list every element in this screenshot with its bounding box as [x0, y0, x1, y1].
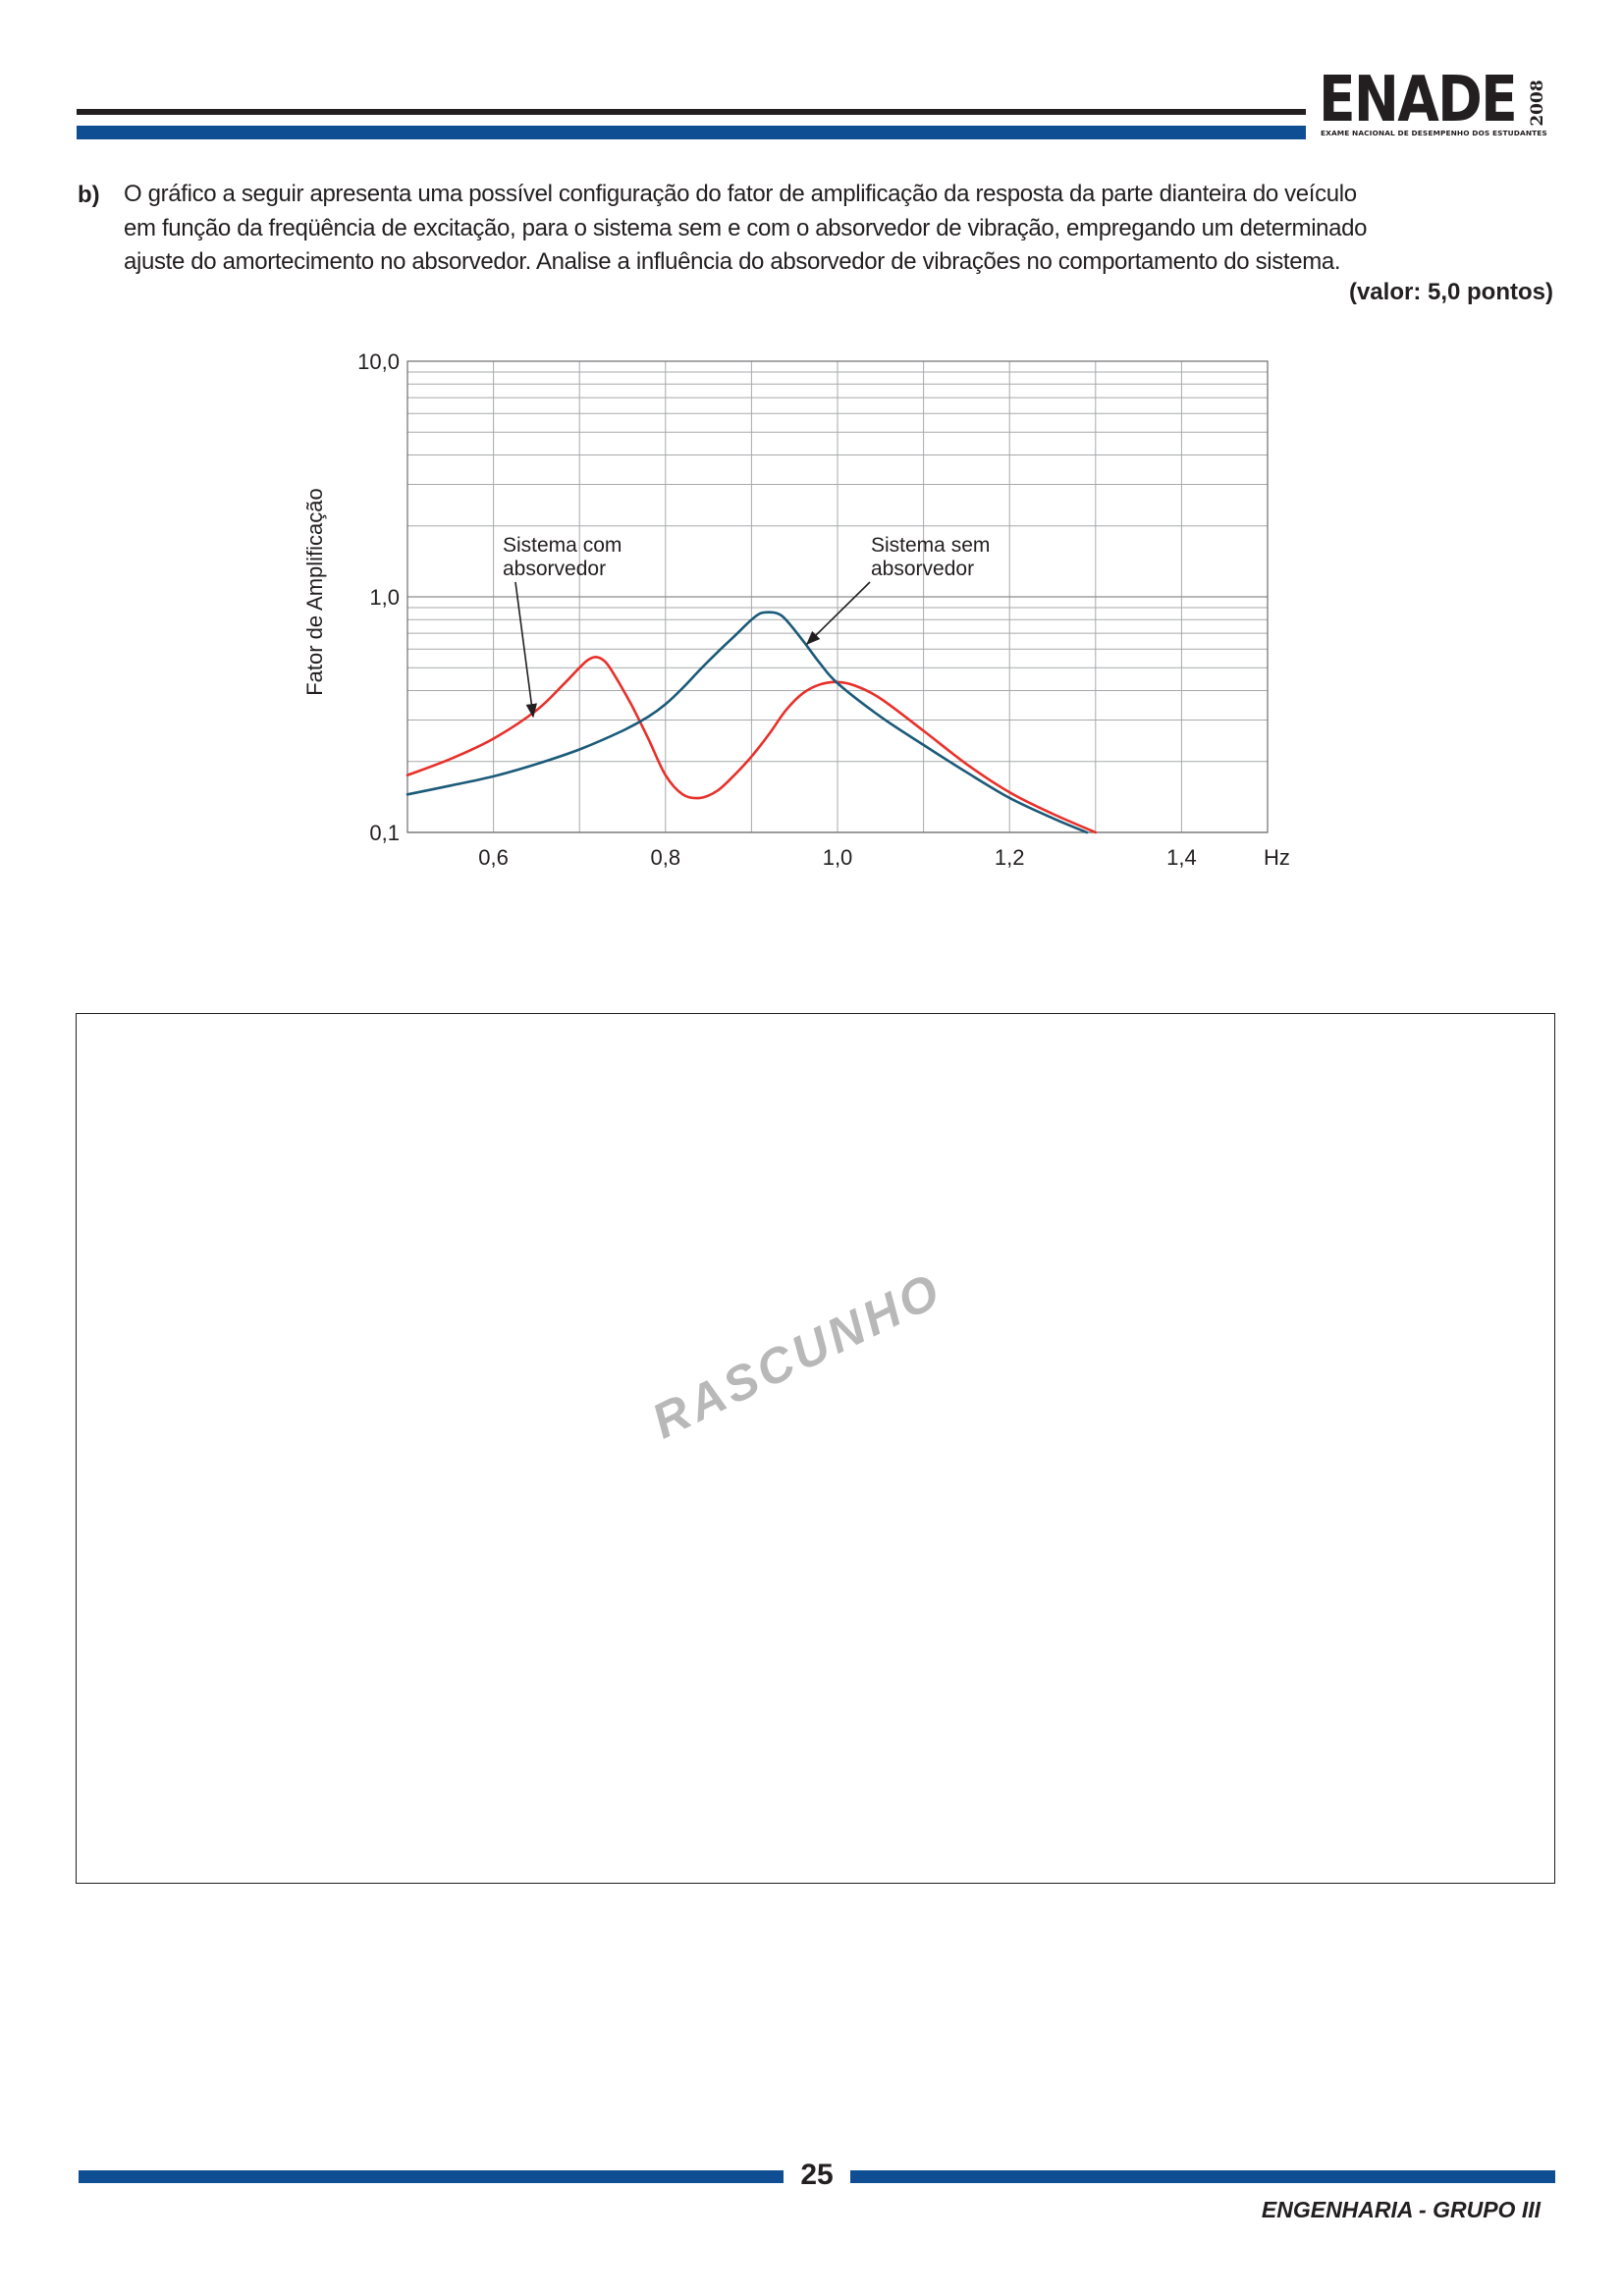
annotation-label: Sistema com absorvedor	[503, 534, 622, 580]
annotation-arrow	[514, 581, 538, 719]
series-sem-absorvedor	[406, 611, 1089, 834]
header-rule-black	[77, 109, 1306, 115]
question-points: (valor: 5,0 pontos)	[1348, 279, 1553, 305]
logo-year-text: 2008	[1528, 80, 1547, 127]
page-number: 25	[800, 2159, 834, 2191]
question-marker: b)	[78, 182, 100, 208]
y-tick-label: 1,0	[369, 585, 400, 610]
footer-rule-left	[79, 2170, 784, 2183]
question-text-line: ajuste do amortecimento no absorvedor. A…	[124, 248, 1341, 275]
x-tick-label: 0,6	[478, 845, 509, 870]
footer-rule-right	[850, 2170, 1555, 2183]
x-tick-label: 1,2	[995, 845, 1025, 870]
header-rule-blue	[77, 126, 1306, 139]
annotation-line: Sistema com	[503, 534, 622, 557]
question-text-line: em função da freqüência de excitação, pa…	[124, 215, 1368, 241]
x-tick-label: 0,8	[651, 845, 681, 870]
annotation-arrow	[805, 581, 871, 646]
y-tick-label: 10,0	[357, 349, 400, 374]
x-axis-unit: Hz	[1264, 845, 1290, 870]
x-tick-label: 1,4	[1166, 845, 1197, 870]
annotation-line: absorvedor	[503, 558, 606, 580]
annotation-line: absorvedor	[871, 558, 974, 580]
curves	[406, 611, 1098, 834]
plot-frame	[406, 360, 1269, 833]
series-com-absorvedor	[406, 656, 1098, 834]
amplification-chart: 0,6 0,8 1,0 1,2 1,4 0,1 1,0 10,0 Hz Fator de A…	[302, 349, 1290, 870]
enade-logo: ENADE	[1319, 64, 1518, 136]
answer-box[interactable]	[76, 1013, 1555, 1884]
question-text-line: O gráfico a seguir apresenta uma possíve…	[124, 181, 1357, 207]
annotation-line: Sistema sem	[871, 534, 990, 557]
annotation-label: Sistema sem absorvedor	[871, 534, 990, 580]
y-tick-label: 0,1	[369, 821, 400, 845]
y-axis-label: Fator de Amplificação	[302, 488, 327, 696]
enade-logo-subtitle: EXAME NACIONAL DE DESEMPENHO DOS ESTUDAN…	[1321, 129, 1547, 137]
footer-title: ENGENHARIA - GRUPO III	[1261, 2197, 1541, 2222]
x-tick-labels: 0,6 0,8 1,0 1,2 1,4	[478, 845, 1196, 870]
enade-logo-year: 2008	[1528, 77, 1547, 130]
x-tick-label: 1,0	[823, 845, 853, 870]
y-tick-labels: 0,1 1,0 10,0	[357, 349, 400, 845]
